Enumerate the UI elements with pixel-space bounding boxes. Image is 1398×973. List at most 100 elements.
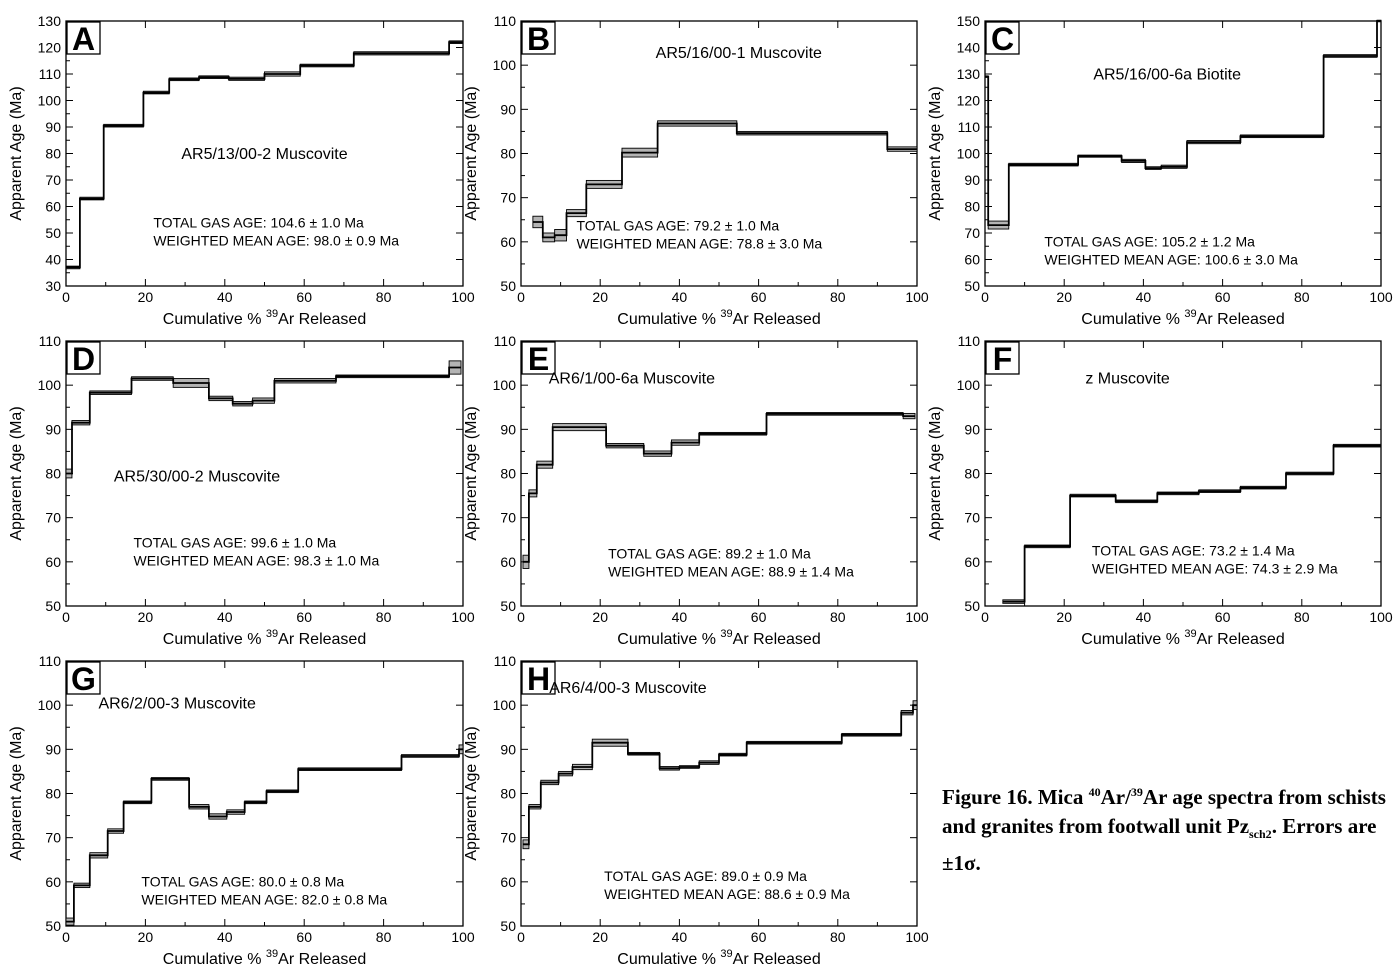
y-tick-label: 60 (45, 554, 61, 570)
y-tick-label: 100 (493, 697, 517, 713)
y-tick-label: 110 (39, 66, 62, 82)
x-axis-title: Cumulative % 39Ar Released (617, 308, 820, 328)
weighted-mean-age: WEIGHTED MEAN AGE: 100.6 ± 3.0 Ma (1044, 251, 1298, 267)
y-tick-label: 110 (494, 653, 517, 669)
y-tick-label: 90 (500, 101, 516, 117)
x-tick-label: 100 (905, 929, 929, 945)
y-tick-label: 90 (964, 421, 980, 437)
y-axis-title: Apparent Age (Ma) (927, 86, 944, 220)
x-tick-label: 0 (981, 609, 989, 625)
panel-letter: A (72, 21, 95, 57)
x-tick-label: 60 (1215, 609, 1231, 625)
y-tick-label: 100 (493, 377, 517, 393)
y-tick-label: 80 (45, 786, 61, 802)
x-tick-label: 80 (830, 289, 846, 305)
y-tick-label: 90 (45, 119, 61, 135)
caption-suffix: . Errors are ±1σ. (942, 814, 1377, 876)
panel-b: 50 60 70 80 90 100 110 0 20 40 60 80 100 B AR5/16/00-1… (463, 13, 929, 328)
y-tick-label: 100 (493, 57, 517, 73)
x-axis-title-post: Ar Released (733, 631, 821, 648)
x-tick-label: 40 (1136, 609, 1152, 625)
y-tick-label: 70 (45, 172, 61, 188)
panel-letter-box (66, 661, 101, 695)
y-tick-label: 50 (964, 278, 980, 294)
x-axis-title-post: Ar Released (1197, 631, 1285, 648)
weighted-mean-age: WEIGHTED MEAN AGE: 88.9 ± 1.4 Ma (608, 563, 854, 579)
x-tick-label: 60 (296, 929, 312, 945)
y-axis-title: Apparent Age (Ma) (8, 406, 25, 540)
y-tick-label: 80 (964, 199, 980, 215)
panel-letter-box (521, 341, 556, 375)
x-axis-title: Cumulative % 39Ar Released (163, 948, 366, 968)
x-tick-label: 100 (1369, 609, 1393, 625)
panel-letter: G (71, 661, 96, 697)
x-axis-title-sup: 39 (720, 948, 732, 960)
x-axis-title-sup: 39 (266, 948, 278, 960)
age-spectrum-line (1002, 444, 1381, 603)
panel-letter-box (66, 341, 101, 375)
sample-label: z Muscovite (1085, 370, 1170, 387)
y-tick-label: 50 (500, 918, 516, 934)
panel-letter: B (527, 21, 550, 57)
y-tick-label: 60 (45, 199, 61, 215)
panel-letter-box (66, 21, 101, 55)
x-axis-title-pre: Cumulative % (1081, 631, 1184, 648)
figure-caption: Figure 16. Mica 40Ar/39Ar age spectra fr… (942, 778, 1392, 878)
x-tick-label: 80 (830, 929, 846, 945)
x-tick-label: 40 (217, 609, 233, 625)
y-tick-label: 100 (957, 146, 981, 162)
x-tick-label: 0 (62, 609, 70, 625)
x-tick-label: 60 (1215, 289, 1231, 305)
y-tick-label: 110 (494, 13, 517, 29)
y-axis-title: Apparent Age (Ma) (463, 86, 480, 220)
weighted-mean-age: WEIGHTED MEAN AGE: 98.3 ± 1.0 Ma (133, 553, 379, 569)
y-tick-label: 90 (45, 421, 61, 437)
x-axis-title-post: Ar Released (278, 951, 366, 968)
panel-c: 50 60 70 80 90 100 110 120 130 140 150 0 20 40 60 80 100… (927, 13, 1393, 328)
weighted-mean-age: WEIGHTED MEAN AGE: 74.3 ± 2.9 Ma (1092, 561, 1338, 577)
x-axis-title-pre: Cumulative % (163, 631, 266, 648)
y-tick-label: 90 (964, 172, 980, 188)
x-tick-label: 80 (830, 609, 846, 625)
y-tick-label: 60 (500, 234, 516, 250)
x-axis-title: Cumulative % 39Ar Released (617, 948, 820, 968)
caption-mid-1: Ar/ (1100, 785, 1131, 809)
x-axis-title-sup: 39 (720, 308, 732, 320)
y-tick-label: 70 (500, 510, 516, 526)
y-tick-label: 90 (500, 421, 516, 437)
y-tick-label: 80 (500, 786, 516, 802)
total-gas-age: TOTAL GAS AGE: 104.6 ± 1.0 Ma (153, 215, 364, 231)
x-axis-title: Cumulative % 39Ar Released (163, 308, 366, 328)
panel-d: 50 60 70 80 90 100 110 0 20 40 60 80 100 D AR5/30/00-2… (8, 333, 475, 648)
y-tick-label: 110 (958, 333, 981, 349)
panel-letter: E (528, 341, 549, 377)
x-tick-label: 0 (981, 289, 989, 305)
y-tick-label: 50 (45, 598, 61, 614)
x-tick-label: 80 (376, 289, 392, 305)
y-tick-label: 90 (45, 741, 61, 757)
x-tick-label: 0 (62, 929, 70, 945)
x-tick-label: 40 (217, 289, 233, 305)
x-tick-label: 20 (138, 929, 154, 945)
x-tick-label: 40 (672, 609, 688, 625)
x-axis-title-pre: Cumulative % (163, 311, 266, 328)
y-tick-label: 120 (38, 40, 62, 56)
weighted-mean-age: WEIGHTED MEAN AGE: 88.6 ± 0.9 Ma (604, 886, 850, 902)
x-tick-label: 20 (592, 289, 608, 305)
x-tick-label: 100 (451, 929, 475, 945)
x-axis-title: Cumulative % 39Ar Released (617, 628, 820, 648)
y-tick-label: 110 (494, 333, 517, 349)
age-spectrum-line (523, 704, 917, 846)
panel-letter: C (991, 21, 1014, 57)
y-tick-label: 50 (500, 598, 516, 614)
sample-label: AR6/1/00-6a Muscovite (549, 370, 715, 387)
panel-h: 50 60 70 80 90 100 110 0 20 40 60 80 100 H AR6/4/00-3 … (463, 653, 929, 968)
x-tick-label: 40 (672, 289, 688, 305)
x-tick-label: 100 (451, 609, 475, 625)
x-tick-label: 0 (62, 289, 70, 305)
x-tick-label: 40 (672, 929, 688, 945)
y-tick-label: 80 (500, 466, 516, 482)
panel-f: 50 60 70 80 90 100 110 0 20 40 60 80 100 Fz Muscovite… (927, 333, 1393, 648)
sample-label: AR5/13/00-2 Muscovite (181, 146, 347, 163)
